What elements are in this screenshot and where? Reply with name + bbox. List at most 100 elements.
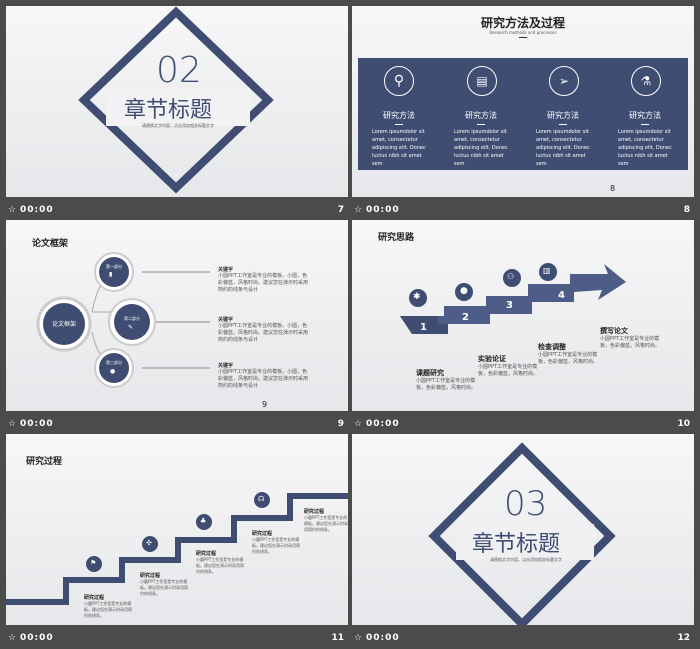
slide-number: 12: [677, 633, 690, 643]
method-item: ⚲ 研究方法 Lorem ipsumdolor sit amet, consec…: [358, 58, 440, 170]
section-title: 章节标题: [124, 98, 213, 123]
label-divider: [559, 124, 567, 125]
headset-icon: ☊: [258, 495, 265, 503]
process-text: 小圆PPT工作室是专业的模板。建议您在演示时采用简约的线条。: [196, 557, 244, 574]
step-label: 撰写论文 小圆PPT工作室是专业的模板，色彩偏蓝，风格时尚。: [600, 326, 666, 350]
step-heading: 实验论证: [478, 355, 506, 363]
framework-node-1: 第一部分: [106, 264, 122, 269]
page-number: 9: [262, 400, 268, 409]
flask-icon: ⚗: [631, 66, 661, 96]
slide-thumbnail[interactable]: 研究思路 ✱ ● ⚇ ▥ 1 2 3 4 课题研究 小圆PPT工作室是专业的模板…: [352, 220, 694, 411]
step-heading: 撰写论文: [600, 327, 628, 335]
slide-time: 00:00: [366, 419, 400, 429]
section-title: 章节标题: [472, 532, 561, 557]
slide-footer: ☆ 00:00 8: [352, 202, 694, 220]
chat-icon: ●: [110, 368, 116, 375]
newspaper-icon: ▤: [467, 66, 497, 96]
process-step: 研究过程 小圆PPT工作室是专业的模板。建议您在演示时采用简约的线条。: [196, 550, 246, 575]
slide-footer: ☆ 00:00 7: [6, 202, 348, 220]
slide-title: 研究过程: [26, 457, 63, 467]
gear-icon: ✱: [413, 292, 421, 302]
framework-center-node: 论文框架: [51, 321, 76, 328]
slide-thumbnail[interactable]: 02 章节标题 请替换文字内容，点击添加相关标题文字: [6, 6, 348, 197]
slide-time: 00:00: [366, 633, 400, 643]
process-heading: 研究过程: [196, 551, 217, 557]
process-heading: 研究过程: [252, 531, 273, 537]
slide-footer: ☆ 00:00 11: [6, 630, 348, 648]
key-heading: 关键字: [218, 317, 234, 323]
step-number: 4: [558, 290, 565, 301]
title-divider: [519, 37, 527, 38]
step-text: 小圆PPT工作室是专业的模板，色彩偏蓝，风格时尚。: [538, 352, 599, 365]
method-label: 研究方法: [383, 111, 415, 120]
method-text: Lorem ipsumdolor sit amet, consectetur a…: [454, 129, 508, 167]
slide-number: 10: [677, 419, 690, 429]
process-step: 研究过程 小圆PPT工作室是专业的模板。建议您在演示时采用简约的线条。: [304, 508, 348, 533]
process-text: 小圆PPT工作室是专业的模板。建议您在演示时采用简约的线条。: [304, 515, 348, 532]
slide-thumbnail[interactable]: 论文框架 论文框架 第一部分 ▮ 第二部分 第三部分 ✎ ● 关键字 小圆PPT…: [6, 220, 348, 411]
key-item: 关键字 小圆PPT工作室是专业的模板。小圆，色彩偏蓝，风格时尚。建议您在演示时采…: [218, 316, 310, 344]
method-text: Lorem ipsumdolor sit amet, consectetur a…: [618, 129, 672, 167]
method-item: ▤ 研究方法 Lorem ipsumdolor sit amet, consec…: [440, 58, 522, 170]
process-text: 小圆PPT工作室是专业的模板。建议您在演示时采用简约的线条。: [252, 537, 300, 554]
slide-thumbnail[interactable]: 研究方法及过程 Research methods and processes ⚲…: [352, 6, 694, 197]
framework-diagram: [36, 252, 210, 388]
section-subtitle: 请替换文字内容，点击添加相关标题文字: [490, 557, 562, 562]
key-text: 小圆PPT工作室是专业的模板。小圆，色彩偏蓝，风格时尚。建议您在演示时采用简约的…: [218, 369, 309, 389]
diamond-frame: [78, 6, 274, 194]
step-number: 1: [420, 322, 427, 333]
step-heading: 课题研究: [416, 369, 444, 377]
key-heading: 关键字: [218, 363, 234, 369]
process-staircase: [6, 492, 348, 605]
step-text: 小圆PPT工作室是专业的模板，色彩偏蓝，风格时尚。: [416, 378, 477, 391]
lightbulb-icon: ●: [460, 286, 468, 296]
shirt-icon: ♣: [200, 517, 207, 525]
step-label: 检查调整 小圆PPT工作室是专业的模板，色彩偏蓝，风格时尚。: [538, 342, 602, 366]
page-number: 8: [610, 184, 616, 193]
chart-icon: ▮: [109, 271, 113, 278]
slide-title: 研究思路: [378, 233, 415, 243]
slide-title: 研究方法及过程: [480, 16, 565, 30]
flag-icon: ⚑: [90, 559, 97, 567]
transition-icon: ☆: [354, 419, 363, 429]
step-heading: 检查调整: [538, 343, 566, 351]
slide-number: 7: [337, 205, 344, 215]
slide-number: 9: [337, 419, 344, 429]
method-text: Lorem ipsumdolor sit amet, consectetur a…: [536, 129, 590, 167]
process-text: 小圆PPT工作室是专业的模板。建议您在演示时采用简约的线条。: [84, 601, 132, 618]
key-item: 关键字 小圆PPT工作室是专业的模板。小圆，色彩偏蓝，风格时尚。建议您在演示时采…: [218, 266, 310, 294]
step-text: 小圆PPT工作室是专业的模板，色彩偏蓝，风格时尚。: [478, 364, 539, 377]
method-label: 研究方法: [465, 111, 497, 120]
slide-time: 00:00: [20, 633, 54, 643]
slide-thumbnail[interactable]: 研究过程 ⚑ ✣ ♣ ☊ 研究过程 小圆PPT工作室是专业的模板。建议您在演示时…: [6, 434, 348, 625]
slide-footer: ☆ 00:00 12: [352, 630, 694, 648]
transition-icon: ☆: [8, 633, 17, 643]
framework-node-3: 第三部分: [106, 360, 122, 365]
process-step: 研究过程 小圆PPT工作室是专业的模板。建议您在演示时采用简约的线条。: [252, 530, 302, 555]
framework-node-2: 第二部分: [124, 316, 140, 321]
people-icon: ⚇: [507, 272, 515, 281]
process-text: 小圆PPT工作室是专业的模板。建议您在演示时采用简约的线条。: [140, 579, 188, 596]
key-text: 小圆PPT工作室是专业的模板。小圆，色彩偏蓝，风格时尚。建议您在演示时采用简约的…: [218, 323, 309, 343]
slide-number: 8: [683, 205, 690, 215]
slide-title: 论文框架: [32, 239, 69, 249]
search-icon: ⚲: [384, 66, 414, 96]
section-number: 03: [504, 484, 548, 524]
slide-number: 11: [331, 633, 344, 643]
slide-thumbnail[interactable]: 03 章节标题 请替换文字内容，点击添加相关标题文字: [352, 434, 694, 625]
bar-chart-icon: ▥: [543, 266, 551, 275]
method-item: ➢ 研究方法 Lorem ipsumdolor sit amet, consec…: [522, 58, 604, 170]
process-step: 研究过程 小圆PPT工作室是专业的模板。建议您在演示时采用简约的线条。: [140, 572, 190, 597]
step-number: 2: [462, 312, 469, 323]
process-heading: 研究过程: [140, 573, 161, 579]
slide-footer: ☆ 00:00 9: [6, 416, 348, 434]
paper-plane-icon: ➢: [549, 66, 579, 96]
section-number: 02: [156, 50, 202, 91]
method-label: 研究方法: [547, 111, 579, 120]
key-heading: 关键字: [218, 267, 234, 273]
step-text: 小圆PPT工作室是专业的模板，色彩偏蓝，风格时尚。: [600, 336, 661, 349]
slide-time: 00:00: [20, 419, 54, 429]
process-heading: 研究过程: [84, 595, 105, 601]
transition-icon: ☆: [354, 205, 363, 215]
methods-band: ⚲ 研究方法 Lorem ipsumdolor sit amet, consec…: [358, 58, 688, 170]
